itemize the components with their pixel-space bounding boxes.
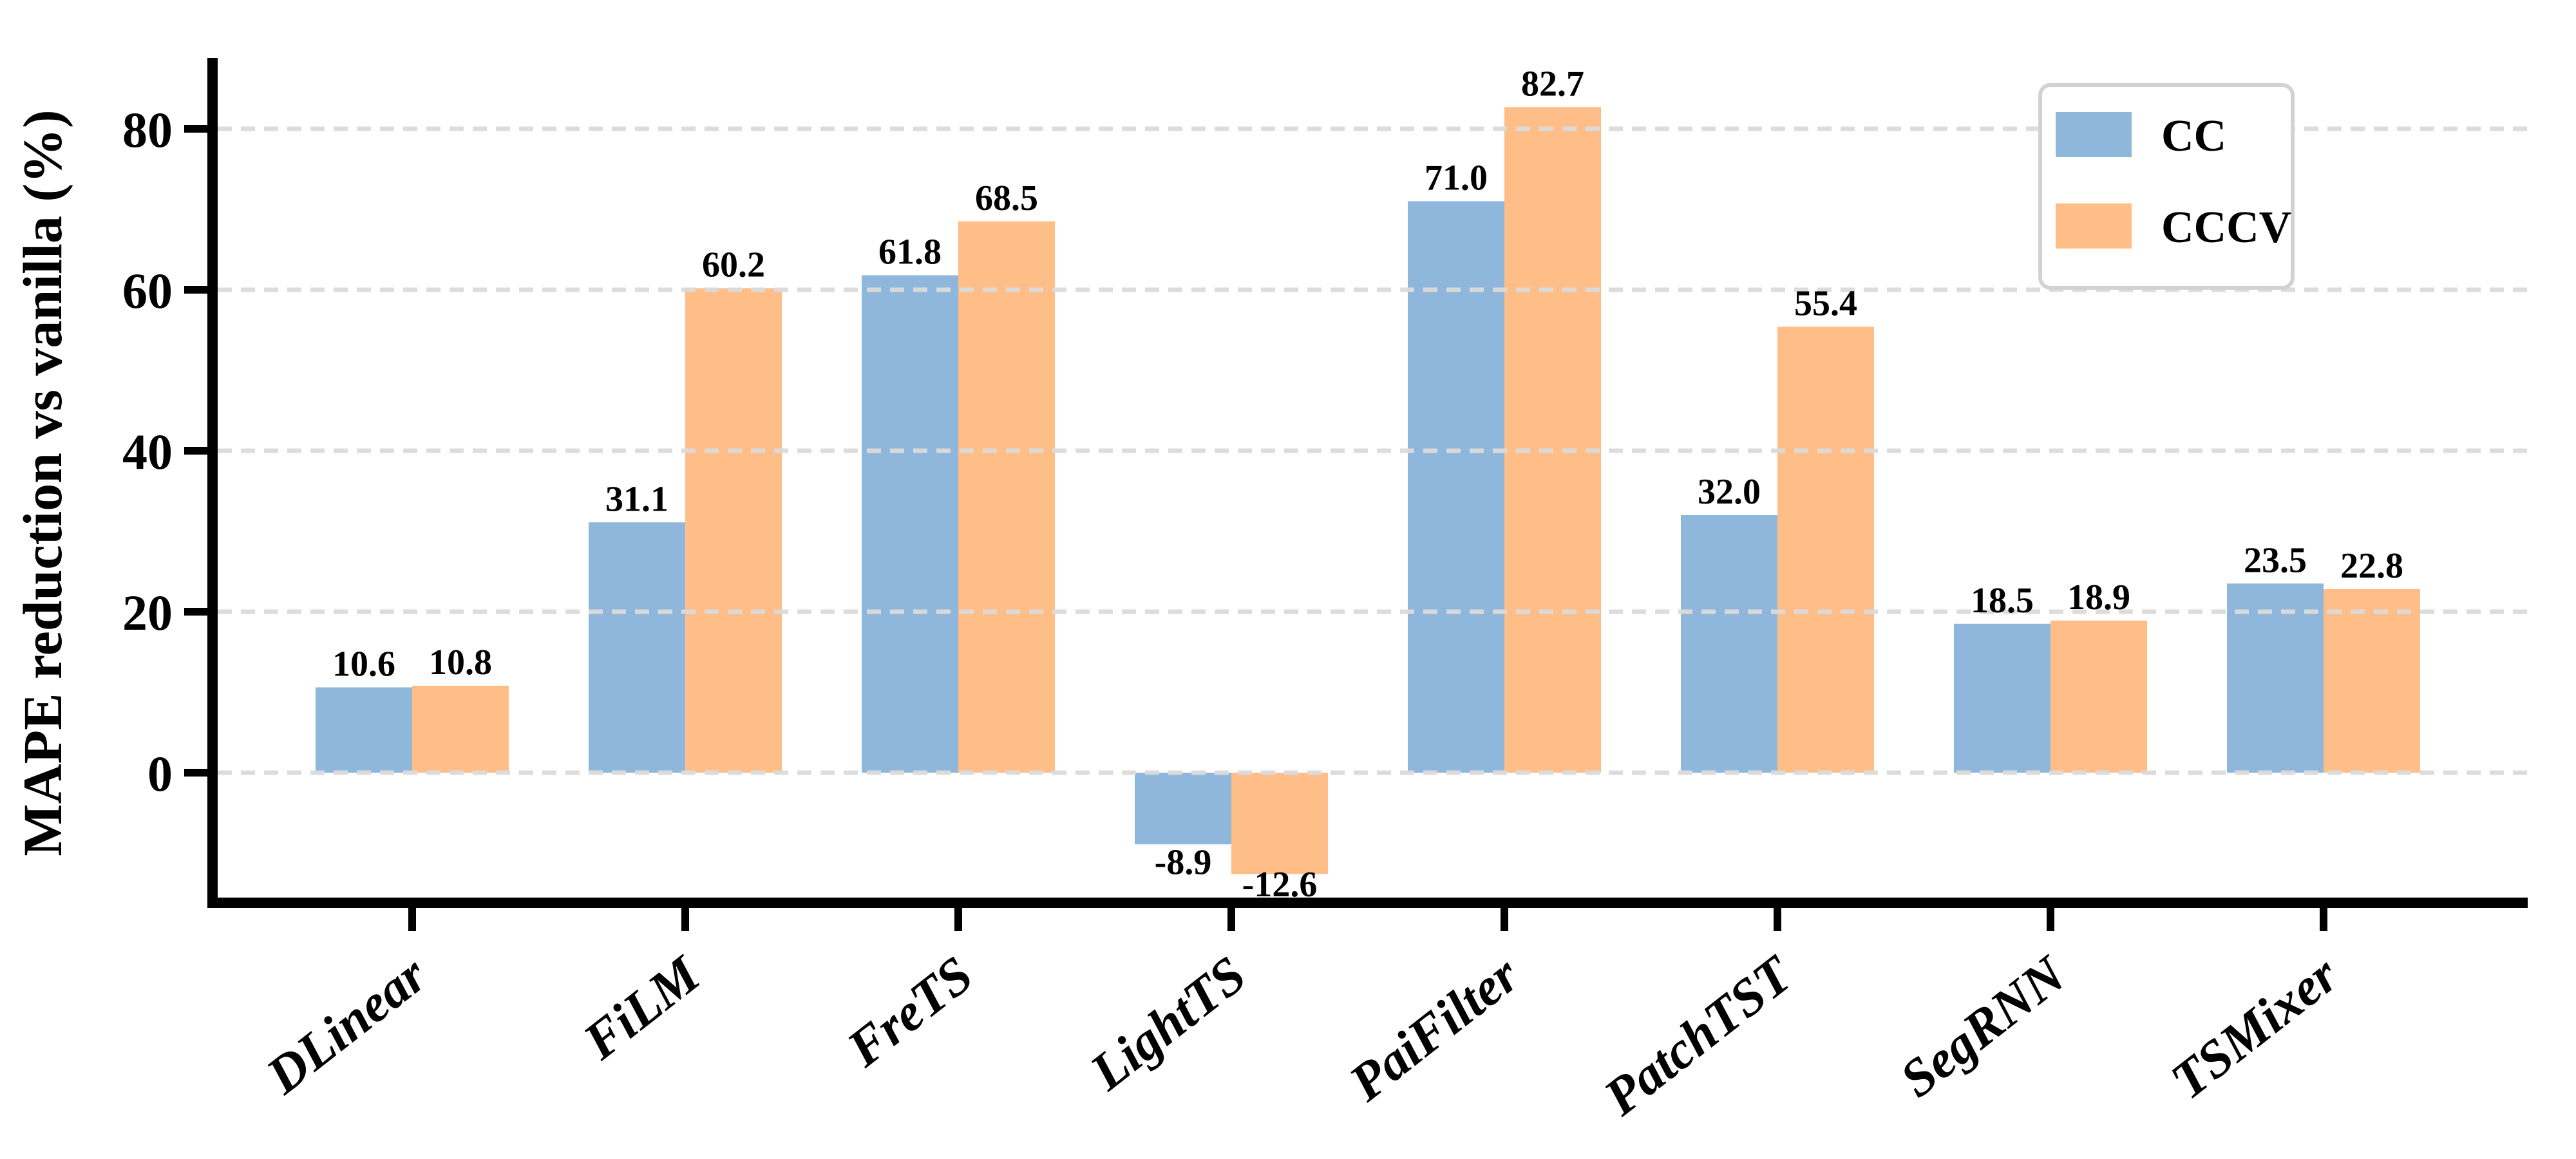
bar-cccv-DLinear	[412, 686, 509, 773]
bar-cccv-PatchTST	[1777, 326, 1874, 773]
bar-value-label: 10.8	[429, 643, 492, 683]
bar-value-label: 60.2	[702, 245, 765, 285]
y-tick-40	[184, 447, 207, 455]
y-tick-0	[184, 769, 207, 777]
x-tick-LightTS	[1227, 908, 1235, 931]
bar-value-label: 68.5	[975, 178, 1038, 218]
bar-value-label: 82.7	[1521, 64, 1584, 104]
y-axis-spine	[207, 58, 218, 908]
bar-value-label: 31.1	[605, 479, 668, 519]
y-axis-title: MAPE reduction vs vanilla (%)	[12, 109, 73, 856]
x-tick-FreTS	[954, 908, 962, 931]
y-tick-label-40: 40	[122, 424, 173, 480]
x-tick-SegRNN	[2047, 908, 2054, 931]
legend-swatch-cc	[2056, 112, 2132, 157]
x-tick-DLinear	[408, 908, 416, 931]
bar-cc-PatchTST	[1681, 515, 1777, 773]
bar-value-label: -8.9	[1155, 842, 1212, 882]
x-axis-spine	[207, 898, 2528, 908]
bar-value-label: -12.6	[1242, 865, 1318, 905]
bar-value-label: 10.6	[332, 645, 395, 684]
bar-value-label: 18.5	[1971, 581, 2034, 621]
x-tick-TSMixer	[2320, 908, 2327, 931]
y-tick-label-60: 60	[122, 263, 173, 319]
bar-cccv-FiLM	[685, 288, 782, 773]
y-tick-label-0: 0	[147, 746, 173, 802]
legend-label-cc: CC	[2161, 111, 2226, 161]
bar-cccv-FreTS	[958, 221, 1055, 773]
x-tick-FiLM	[681, 908, 689, 931]
x-tick-PaiFilter	[1501, 908, 1508, 931]
bar-value-label: 71.0	[1425, 158, 1488, 198]
bar-cc-FreTS	[862, 275, 958, 773]
bar-cc-FiLM	[589, 522, 685, 773]
legend-label-cccv: CCCV	[2161, 203, 2291, 252]
bar-cccv-SegRNN	[2050, 620, 2147, 773]
x-tick-PatchTST	[1774, 908, 1781, 931]
y-tick-label-80: 80	[122, 102, 173, 158]
y-tick-label-20: 20	[122, 585, 173, 641]
bar-cc-TSMixer	[2227, 583, 2324, 773]
y-tick-20	[184, 608, 207, 616]
bar-cc-LightTS	[1135, 773, 1231, 845]
bars-layer	[316, 107, 2420, 874]
legend-layer: CC CCCV	[2038, 83, 2295, 290]
bar-cc-PaiFilter	[1408, 201, 1504, 773]
bar-value-label: 55.4	[1794, 284, 1857, 324]
bar-value-label: 23.5	[2244, 540, 2307, 580]
bar-cccv-PaiFilter	[1504, 107, 1601, 773]
y-tick-80	[184, 125, 207, 133]
bar-cccv-TSMixer	[2324, 589, 2420, 773]
bar-value-label: 32.0	[1698, 472, 1761, 512]
bar-cccv-LightTS	[1231, 773, 1328, 874]
bar-value-label: 61.8	[878, 232, 942, 272]
bar-value-label: 22.8	[2340, 546, 2403, 586]
legend-swatch-cccv	[2056, 203, 2132, 249]
bar-value-label: 18.9	[2067, 578, 2130, 617]
bar-cc-DLinear	[316, 687, 412, 773]
axes-layer	[184, 58, 2528, 931]
y-tick-60	[184, 286, 207, 294]
bar-cc-SegRNN	[1954, 623, 2050, 773]
